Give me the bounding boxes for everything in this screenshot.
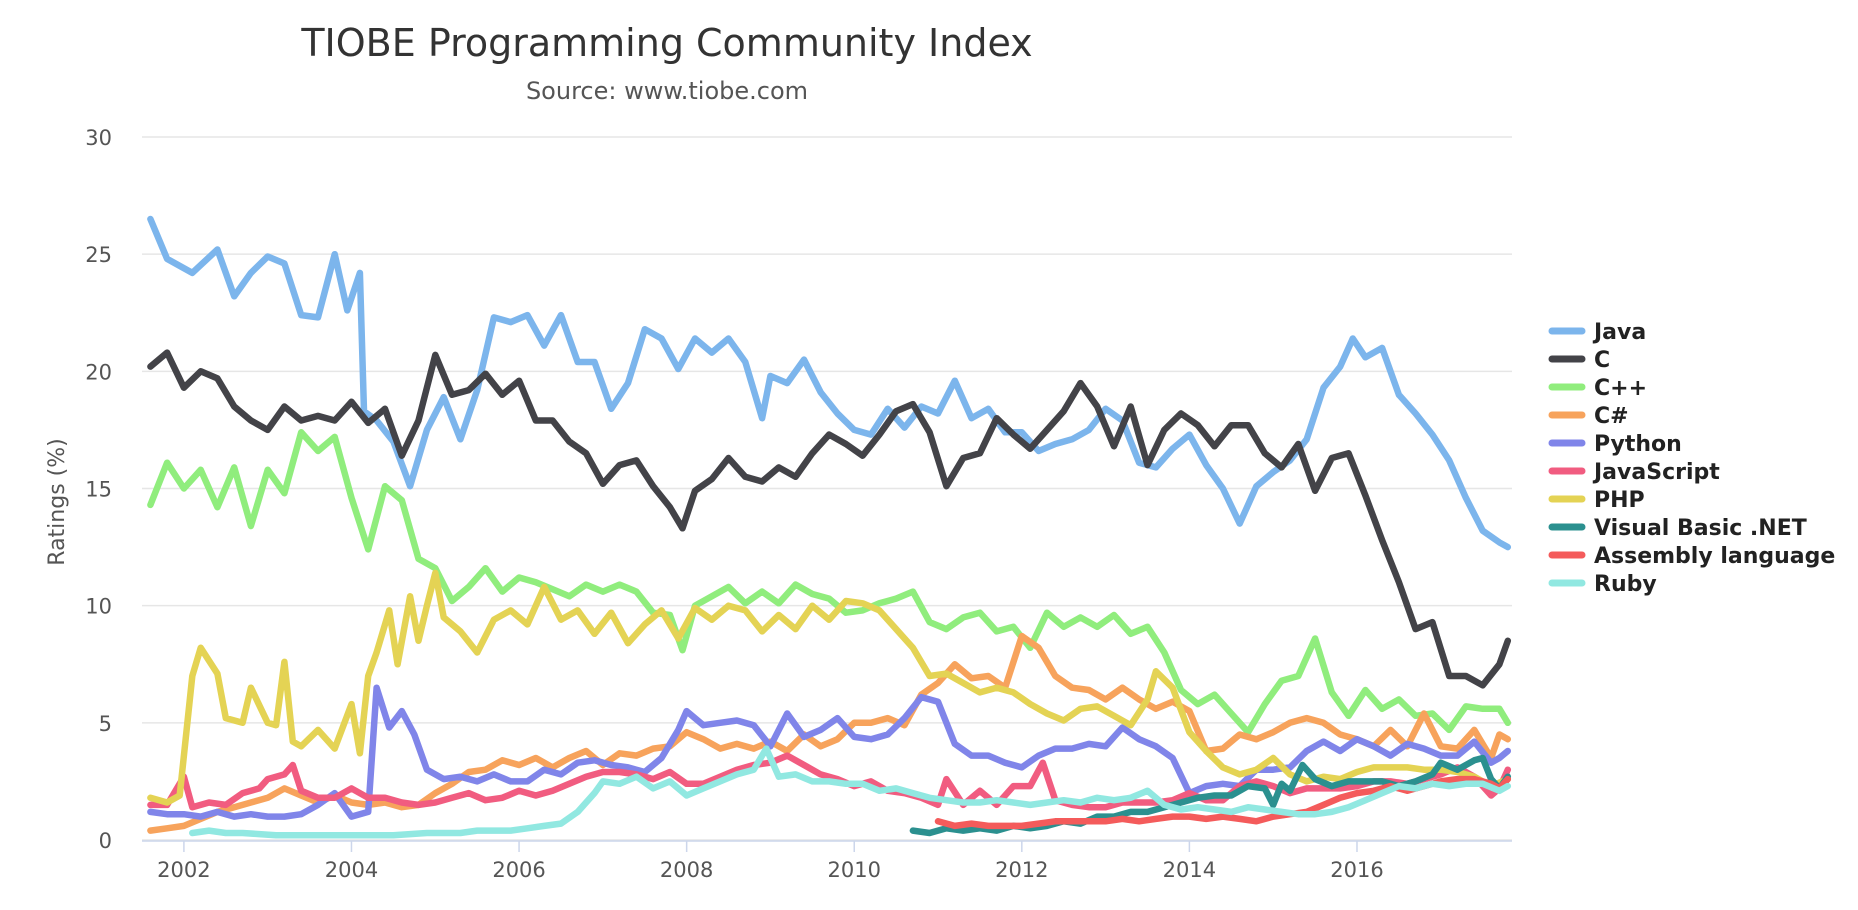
y-tick-label: 25 [85,243,112,267]
y-tick-label: 30 [85,126,112,150]
legend-label: Visual Basic .NET [1594,516,1807,541]
x-tick-label: 2002 [157,858,210,882]
x-axis-ticks: 2002 2004 2006 2008 2010 2012 2014 2016 [142,840,1512,882]
legend-item-python[interactable]: Python [1548,432,1682,457]
x-tick-label: 2016 [1330,858,1383,882]
legend: Java C C++ C# Python JavaScript PHP Visual Basi… [1548,320,1835,597]
legend-label: C++ [1594,376,1647,401]
legend-item-c[interactable]: C++ [1548,376,1647,401]
legend-label: C# [1594,404,1629,429]
legend-item-ruby[interactable]: Ruby [1548,572,1657,597]
series-line-c [147,349,1512,689]
series-line-c [147,632,1512,834]
legend-item-assembly-language[interactable]: Assembly language [1548,544,1835,569]
y-tick-label: 0 [99,829,112,853]
legend-label: C [1594,348,1610,373]
legend-item-php[interactable]: PHP [1548,488,1645,513]
legend-label: Assembly language [1594,544,1835,569]
x-tick-label: 2006 [492,858,545,882]
legend-item-javascript[interactable]: JavaScript [1548,460,1720,485]
x-tick-label: 2010 [828,858,881,882]
y-axis-title: Ratings (%) [45,438,70,565]
legend-label: PHP [1594,488,1645,513]
x-tick-label: 2008 [660,858,713,882]
y-axis-ticks: 0 5 10 15 20 25 30 [85,126,112,853]
y-tick-label: 10 [85,595,112,619]
chart-title: TIOBE Programming Community Index [300,21,1032,65]
legend-label: Python [1594,432,1682,457]
x-tick-label: 2014 [1163,858,1216,882]
series-line-ruby [189,745,1512,839]
x-tick-label: 2004 [325,858,378,882]
legend-item-c[interactable]: C [1548,348,1610,373]
legend-item-java[interactable]: Java [1548,320,1646,345]
y-tick-label: 20 [85,360,112,384]
series-line-c [147,429,1512,736]
x-tick-label: 2012 [995,858,1048,882]
gridlines [142,136,1512,841]
legend-label: JavaScript [1592,460,1720,485]
series-line-python [147,684,1512,820]
legend-label: Java [1592,320,1646,345]
legend-item-visual-basic-net[interactable]: Visual Basic .NET [1548,516,1807,541]
legend-item-c[interactable]: C# [1548,404,1629,429]
legend-label: Ruby [1594,572,1657,597]
y-tick-label: 5 [99,712,112,736]
chart-subtitle: Source: www.tiobe.com [526,77,808,105]
y-tick-label: 15 [85,478,112,502]
series-line-php [147,569,1512,806]
series-lines [147,215,1512,839]
